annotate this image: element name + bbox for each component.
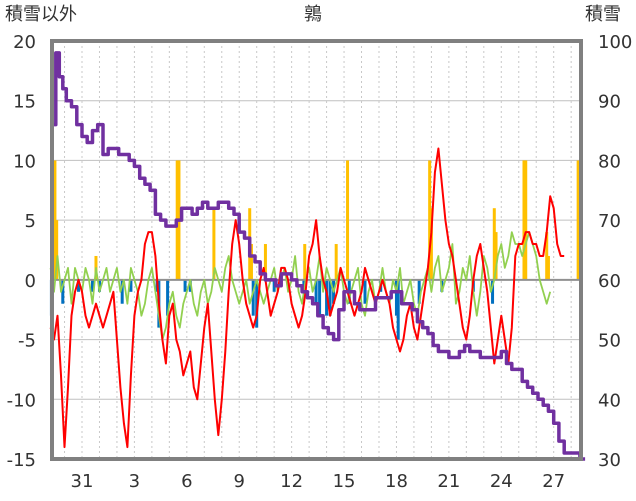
y-tick-left: -10 — [7, 390, 36, 411]
x-tick: 15 — [333, 471, 356, 492]
sun-bar — [61, 279, 65, 304]
y-tick-right: 80 — [598, 151, 621, 172]
sun-bar — [183, 279, 187, 292]
y-tick-left: -5 — [18, 331, 36, 352]
sun-bar — [394, 279, 398, 316]
sun-bar — [314, 279, 318, 304]
precip-bar — [546, 255, 550, 280]
right-axis-label: 積雪 — [585, 4, 621, 25]
y-tick-left: 20 — [13, 32, 36, 53]
precip-bar — [494, 232, 498, 280]
sun-bar — [255, 279, 259, 328]
precip-bar — [428, 160, 432, 280]
y-tick-left: 10 — [13, 151, 36, 172]
x-tick: 6 — [181, 471, 192, 492]
precip-bar — [263, 244, 267, 280]
sun-bar — [417, 279, 421, 304]
y-tick-right: 70 — [598, 211, 621, 232]
x-tick: 12 — [280, 471, 303, 492]
y-tick-left: 15 — [13, 92, 36, 113]
plot-frame — [50, 39, 583, 461]
sun-bar — [396, 279, 400, 340]
precip-bar — [346, 160, 350, 280]
y-tick-left: 5 — [25, 211, 36, 232]
left-axis-label: 積雪以外 — [5, 4, 77, 25]
temperature-line — [49, 147, 565, 449]
sun-bar — [328, 279, 332, 316]
plot-border — [50, 39, 583, 461]
precip-bar — [212, 208, 216, 280]
sun-bar — [251, 279, 255, 316]
precip-bar — [522, 160, 526, 280]
precip-bar — [429, 208, 433, 280]
precip-bar — [249, 244, 253, 280]
y-tick-left: 0 — [25, 271, 36, 292]
snow-depth-line — [52, 51, 586, 461]
sun-bar — [77, 279, 81, 292]
sun-bar — [491, 279, 495, 304]
sun-bar — [166, 279, 170, 316]
sun-bar — [120, 279, 124, 304]
sun-bar — [129, 279, 133, 292]
y-tick-right: 40 — [598, 390, 621, 411]
precip-bar — [545, 232, 549, 280]
x-tick: 3 — [129, 471, 140, 492]
line-series — [49, 51, 586, 461]
precip-bar — [524, 160, 528, 280]
precip-bar — [303, 244, 307, 280]
precip-bar — [576, 160, 580, 280]
temp-low-line — [49, 231, 552, 341]
x-tick: 21 — [437, 471, 460, 492]
sun-bar — [90, 279, 94, 292]
precip-bar — [55, 220, 59, 280]
x-tick: 27 — [542, 471, 565, 492]
x-tick: 24 — [490, 471, 513, 492]
y-tick-right: 60 — [598, 271, 621, 292]
y-tick-right: 90 — [598, 92, 621, 113]
x-tick: 18 — [385, 471, 408, 492]
y-tick-left: -15 — [7, 450, 36, 471]
y-tick-right: 30 — [598, 450, 621, 471]
sun-bar — [318, 279, 322, 316]
y-tick-right: 50 — [598, 331, 621, 352]
precip-bar — [334, 244, 338, 280]
y-tick-right: 100 — [598, 32, 632, 53]
sun-bar — [363, 279, 367, 304]
precip-bar — [53, 160, 57, 280]
chart-title: 鶉 — [304, 4, 322, 25]
x-tick: 9 — [234, 471, 245, 492]
precip-bar — [492, 208, 496, 280]
x-tick: 31 — [71, 471, 94, 492]
